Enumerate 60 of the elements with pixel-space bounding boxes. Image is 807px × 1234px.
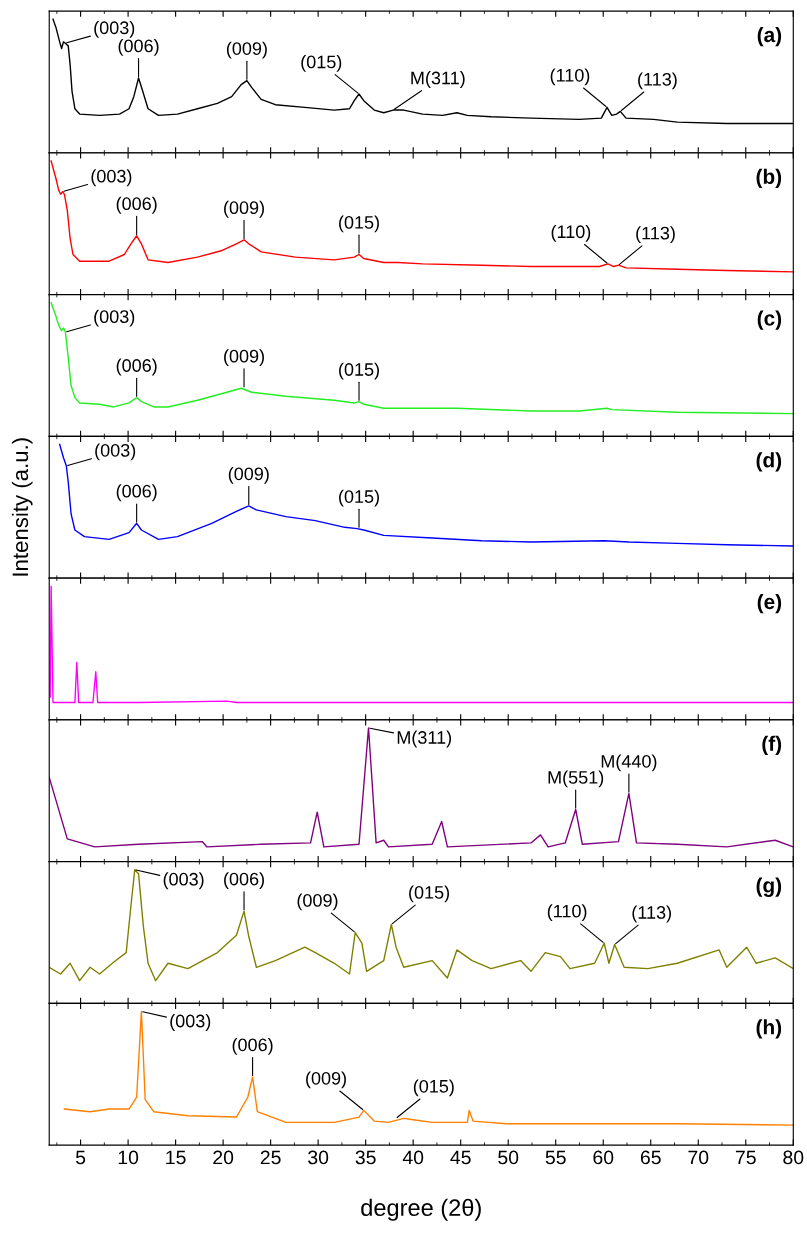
annotation: (113) (638, 72, 677, 90)
x-tick-label: 45 (450, 1150, 471, 1165)
annotation: (006) (116, 484, 157, 502)
x-tick-label: 35 (355, 1150, 376, 1165)
annotation: (015) (339, 489, 379, 507)
x-tick-label: 65 (640, 1150, 661, 1165)
annotation: (006) (224, 872, 264, 889)
x-tick-label: 40 (402, 1150, 424, 1165)
annotation: (009) (228, 466, 269, 484)
annotation: (006) (116, 196, 157, 214)
y-axis-title: Intensity (a.u.) (11, 438, 33, 576)
annotation: (113) (632, 905, 671, 923)
annotation: (015) (339, 215, 379, 233)
annotation: (003) (94, 309, 135, 327)
annotation: (110) (550, 68, 590, 86)
x-tick-label: 50 (498, 1150, 519, 1165)
annotation: (003) (91, 169, 132, 187)
annotation: (003) (170, 1014, 211, 1031)
x-tick-label: 75 (735, 1150, 756, 1165)
x-tick-label: 30 (308, 1150, 329, 1165)
annotation: (009) (306, 1071, 346, 1089)
annotation: (015) (339, 362, 379, 380)
annotation: (006) (116, 358, 157, 376)
chart-title: (g) (756, 877, 782, 897)
annotation: (003) (163, 872, 204, 890)
annotation: (015) (413, 1079, 454, 1097)
annotation: (113) (636, 226, 675, 244)
annotation: (110) (551, 224, 591, 242)
annotation: (009) (224, 200, 264, 218)
x-tick-label: 55 (545, 1150, 566, 1165)
x-tick-label: 60 (593, 1150, 614, 1165)
x-tick-label: 80 (783, 1150, 804, 1165)
x-tick-label: 70 (688, 1150, 709, 1165)
x-tick-label: 25 (260, 1150, 281, 1165)
annotation: (006) (232, 1037, 273, 1055)
x-tick-label: 20 (213, 1150, 234, 1165)
annotation: (110) (547, 904, 587, 922)
chart-title: (c) (757, 310, 782, 330)
annotation: (009) (297, 893, 338, 911)
chart-title: (e) (757, 593, 782, 614)
annotation: (009) (226, 41, 267, 59)
annotation: (003) (94, 20, 135, 38)
annotation: M(440) (601, 754, 657, 772)
annotation: (015) (301, 55, 342, 72)
annotation: M(311) (397, 730, 452, 748)
annotation: (003) (95, 443, 136, 461)
x-tick-label: 5 (75, 1150, 86, 1165)
annotation: M(311) (411, 71, 465, 88)
chart-title: (h) (756, 1019, 782, 1039)
annotation: (006) (118, 39, 159, 56)
annotation: M(551) (548, 770, 604, 788)
x-tick-label: 15 (166, 1150, 186, 1165)
chart-title: (a) (757, 26, 782, 47)
chart-title: (d) (756, 452, 782, 472)
chart-title: (b) (756, 168, 782, 189)
x-tick-label: 10 (118, 1150, 139, 1165)
x-axis-title: degree (2θ) (361, 1198, 481, 1221)
chart-title: (f) (762, 735, 782, 756)
annotation: (009) (224, 349, 264, 367)
annotation: (015) (409, 885, 450, 903)
